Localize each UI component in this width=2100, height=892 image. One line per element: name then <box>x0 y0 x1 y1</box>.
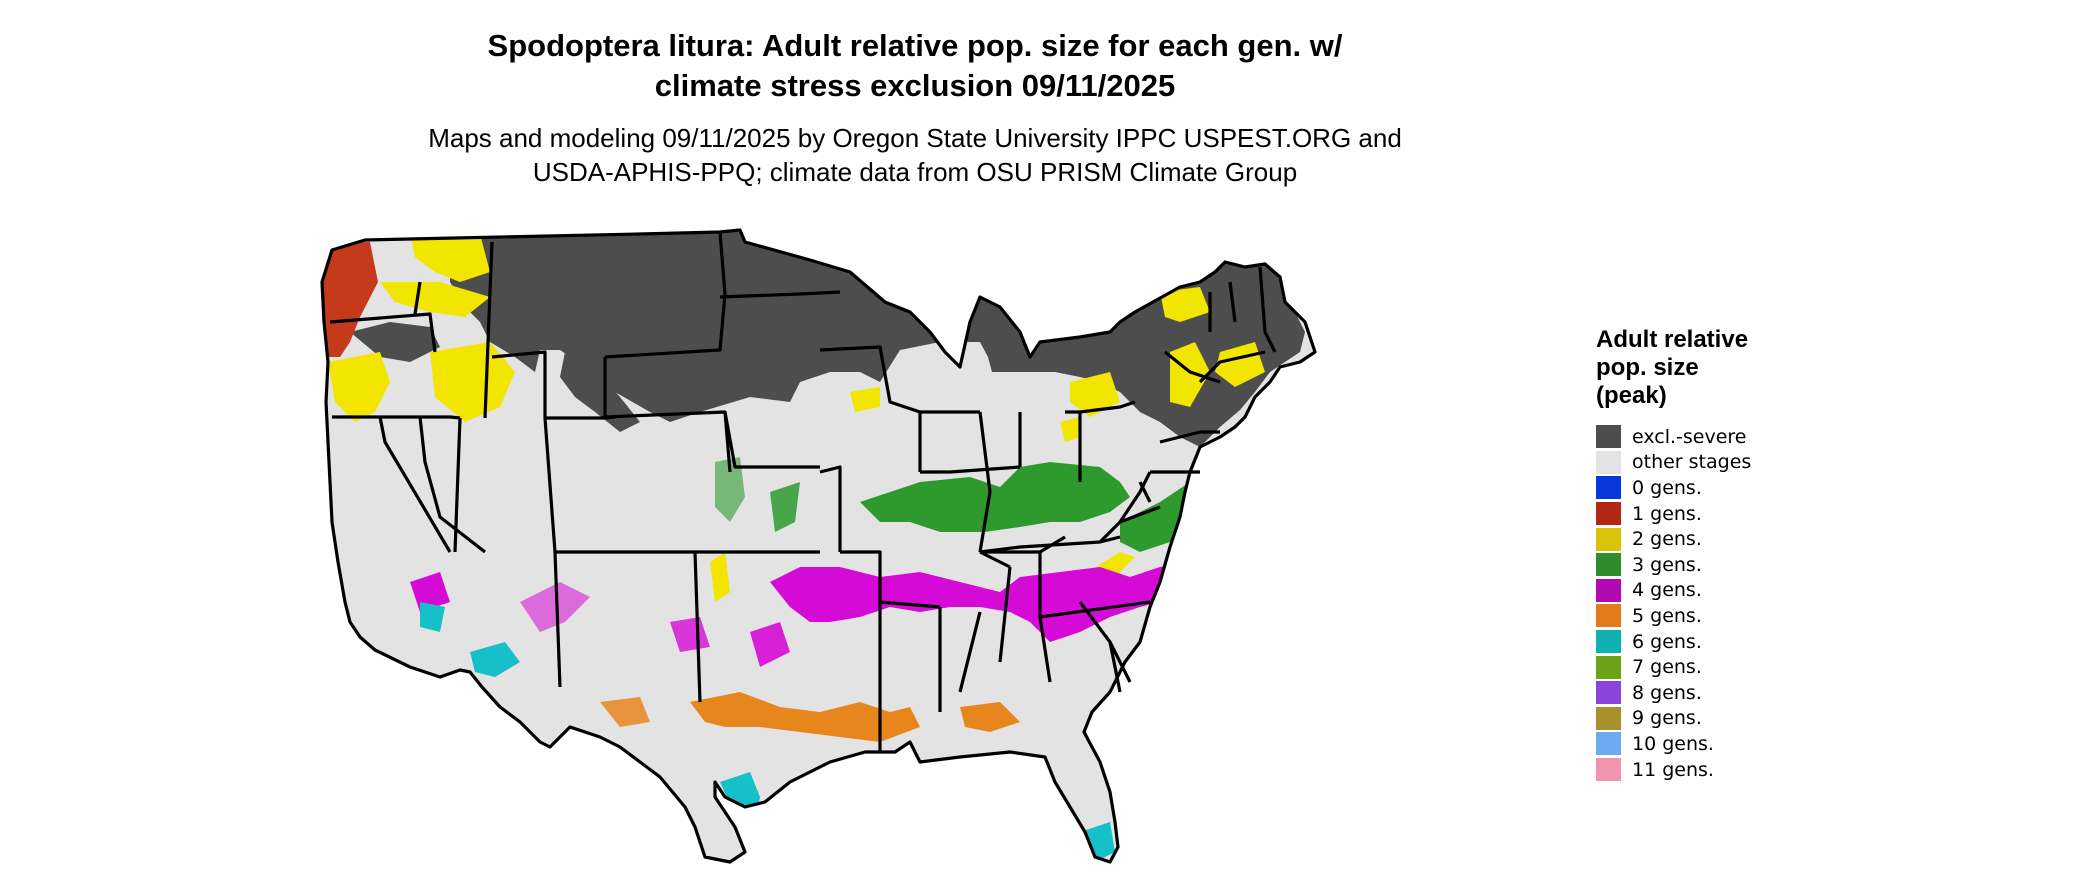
legend-label: 4 gens. <box>1632 579 1702 602</box>
map-title-line2: climate stress exclusion 09/11/2025 <box>654 68 1176 103</box>
legend-swatch <box>1596 604 1621 628</box>
legend-swatch <box>1596 553 1621 577</box>
map-legend: Adult relative pop. size (peak) excl.-se… <box>1596 326 1751 782</box>
legend-item: 11 gens. <box>1596 757 1751 783</box>
legend-label: 8 gens. <box>1632 681 1702 704</box>
legend-title-line1: Adult relative <box>1596 326 1749 353</box>
legend-label: 1 gens. <box>1632 502 1702 525</box>
legend-label: excl.-severe <box>1632 425 1747 448</box>
map-subtitle-line1: Maps and modeling 09/11/2025 by Oregon S… <box>428 123 1402 153</box>
legend-label: 9 gens. <box>1632 707 1702 730</box>
legend-item: 3 gens. <box>1596 552 1751 578</box>
legend-swatch <box>1596 425 1621 449</box>
legend-label: 10 gens. <box>1632 732 1714 755</box>
legend-label: 3 gens. <box>1632 553 1702 576</box>
legend-label: 7 gens. <box>1632 656 1702 679</box>
legend-swatch <box>1596 706 1621 730</box>
legend-swatch <box>1596 655 1621 679</box>
map-fill-layer <box>322 230 1315 862</box>
legend-swatch <box>1596 476 1621 500</box>
legend-swatch <box>1596 681 1621 705</box>
legend-item: 10 gens. <box>1596 731 1751 757</box>
legend-item: other stages <box>1596 450 1751 476</box>
legend-item: 9 gens. <box>1596 706 1751 732</box>
legend-item: 7 gens. <box>1596 654 1751 680</box>
legend-item: 2 gens. <box>1596 526 1751 552</box>
legend-swatch <box>1596 527 1621 551</box>
legend-label: 5 gens. <box>1632 604 1702 627</box>
us-generation-map <box>320 228 1317 864</box>
legend-swatch <box>1596 450 1621 474</box>
legend-item: 1 gens. <box>1596 501 1751 527</box>
legend-title: Adult relative pop. size (peak) <box>1596 326 1751 410</box>
legend-label: 6 gens. <box>1632 630 1702 653</box>
legend-swatch <box>1596 732 1621 756</box>
legend-swatch <box>1596 502 1621 526</box>
legend-title-line2: pop. size <box>1596 354 1699 381</box>
legend-swatch <box>1596 758 1621 782</box>
legend-label: 2 gens. <box>1632 528 1702 551</box>
legend-label: 0 gens. <box>1632 476 1702 499</box>
legend-item: excl.-severe <box>1596 424 1751 450</box>
legend-label: 11 gens. <box>1632 758 1714 781</box>
legend-item: 4 gens. <box>1596 578 1751 604</box>
map-title-line1: Spodoptera litura: Adult relative pop. s… <box>487 28 1343 63</box>
legend-swatch <box>1596 630 1621 654</box>
legend-item: 5 gens. <box>1596 603 1751 629</box>
legend-swatch <box>1596 578 1621 602</box>
state-borders <box>320 228 1317 864</box>
legend-items: excl.-severe other stages 0 gens. 1 gens. 2 … <box>1596 424 1751 782</box>
legend-item: 8 gens. <box>1596 680 1751 706</box>
legend-item: 0 gens. <box>1596 475 1751 501</box>
legend-item: 6 gens. <box>1596 629 1751 655</box>
map-subtitle-line2: USDA-APHIS-PPQ; climate data from OSU PR… <box>532 157 1298 187</box>
legend-title-line3: (peak) <box>1596 382 1667 409</box>
legend-label: other stages <box>1632 451 1752 474</box>
